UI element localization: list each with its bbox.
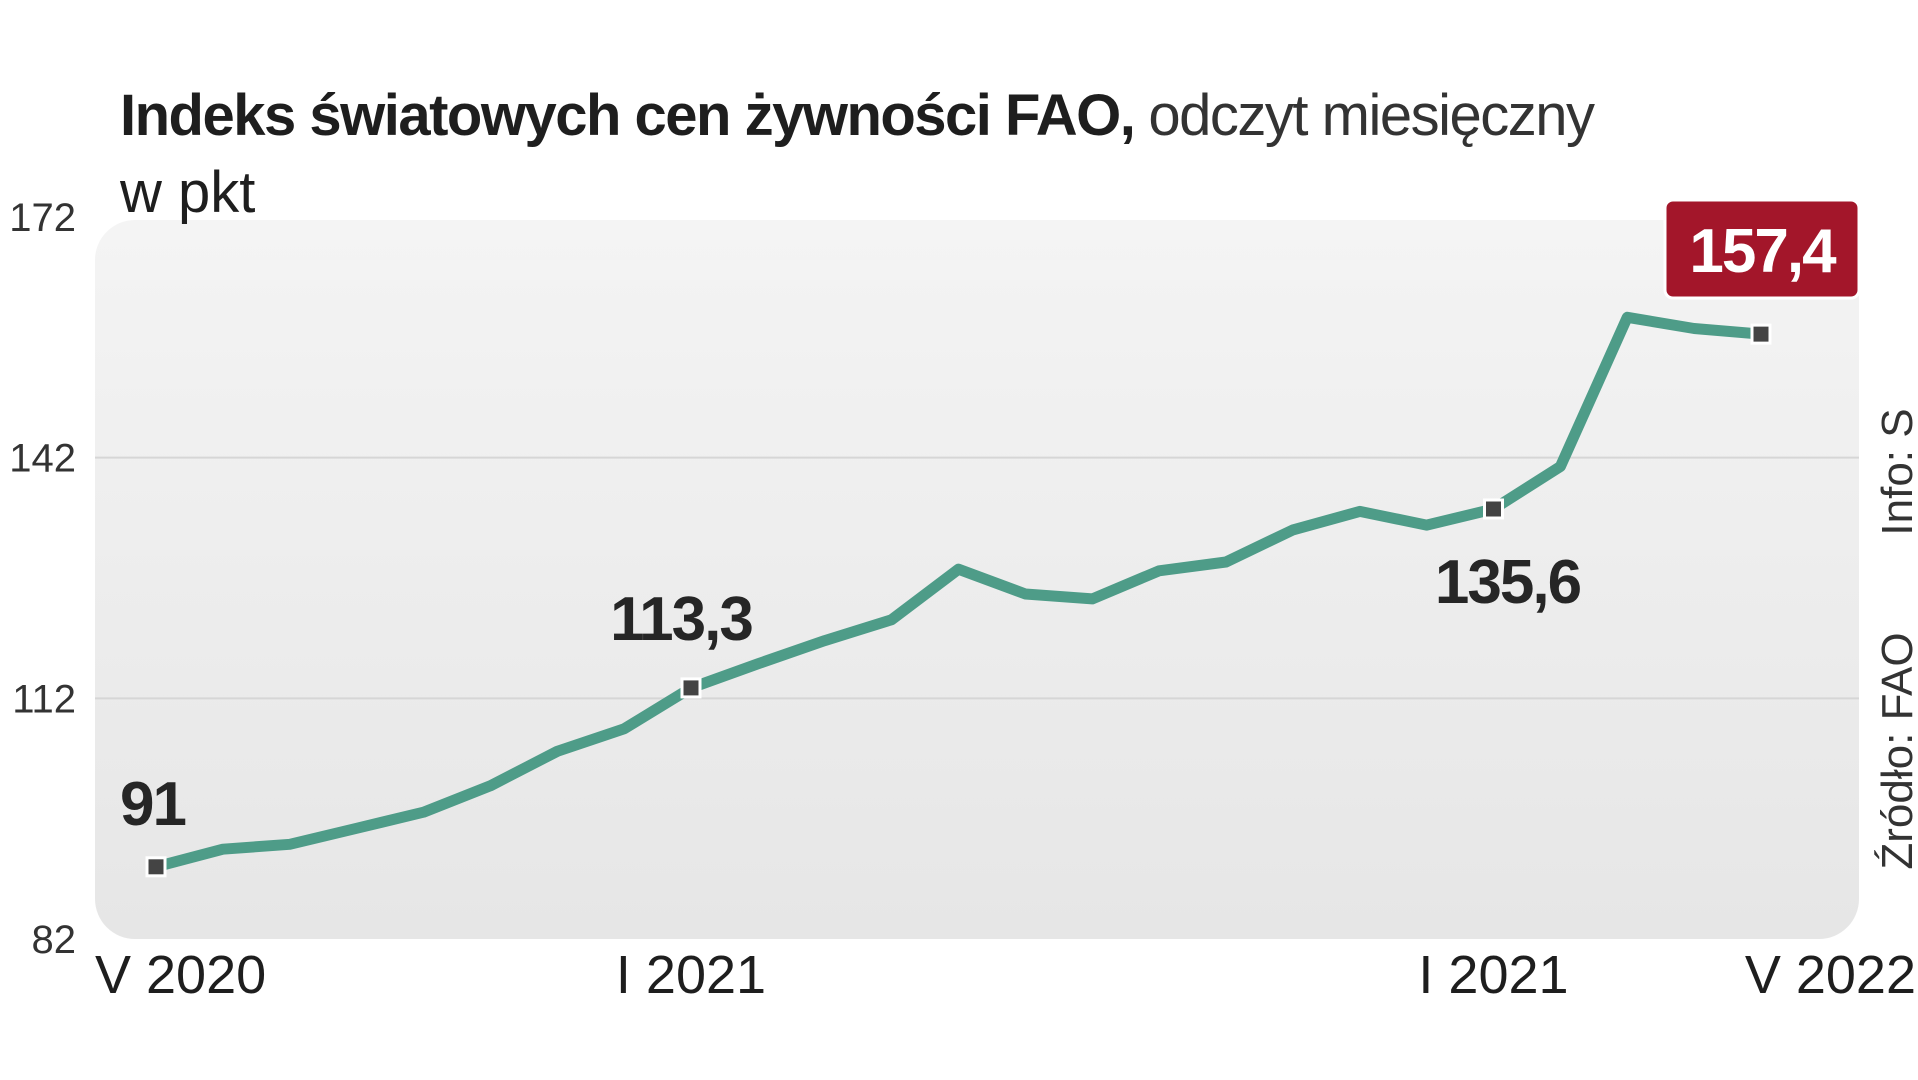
value-label: 135,6 (1435, 548, 1581, 617)
credit: Info: S (1873, 408, 1918, 535)
y-tick-label: 82 (32, 918, 77, 962)
x-tick-label: V 2020 (95, 945, 266, 1005)
point-marker (680, 677, 702, 699)
value-label: 91 (120, 770, 185, 839)
y-tick-label: 112 (12, 677, 76, 721)
point-marker (145, 856, 167, 878)
x-tick-label: I 2021 (1418, 945, 1568, 1005)
x-tick-label: I 2021 (616, 945, 766, 1005)
highlight-box (1663, 198, 1861, 300)
point-marker (1750, 323, 1772, 345)
y-tick-label: 142 (9, 437, 76, 481)
point-marker (1483, 498, 1504, 520)
y-tick-label: 172 (9, 196, 76, 240)
value-label: 157,4 (1689, 217, 1837, 286)
title-sub: odczyt miesięczny (1148, 83, 1595, 148)
x-tick-label: V 2022 (1745, 945, 1916, 1005)
source: Źródło: FAO (1873, 632, 1918, 869)
unit-label: w pkt (119, 160, 255, 225)
chart-title: Indeks światowych cen żywności FAO, odczy… (120, 83, 1595, 148)
value-label: 113,3 (610, 585, 752, 654)
title-main: Indeks światowych cen żywności FAO, (120, 83, 1134, 148)
